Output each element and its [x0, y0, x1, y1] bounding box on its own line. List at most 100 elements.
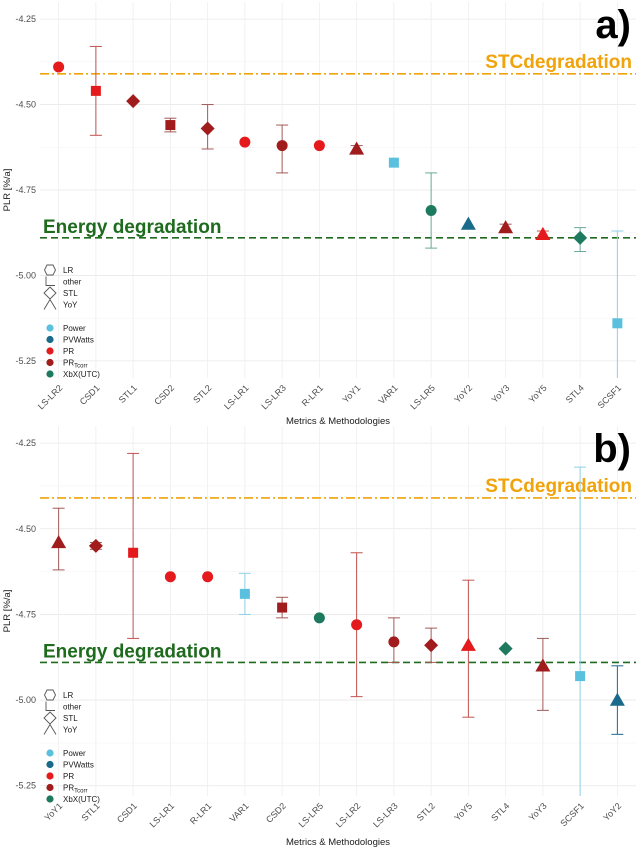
y-tick-label: -5.00	[15, 695, 36, 705]
data-point	[128, 547, 139, 558]
data-point	[88, 538, 103, 553]
legend-metric-swatch	[46, 358, 54, 367]
legend-shape-label: STL	[63, 714, 78, 723]
legend-metric-label-text: PVWatts	[63, 761, 94, 770]
data-point	[351, 619, 363, 631]
reference-line-label: STCdegradation	[485, 476, 632, 497]
data-point	[498, 220, 514, 234]
reference-line-label: Energy degradation	[43, 641, 221, 662]
legend-metric-swatch	[46, 324, 54, 332]
y-tick-label: -5.25	[15, 356, 36, 366]
legend-metric-label: Power	[63, 749, 86, 758]
data-point	[460, 637, 476, 651]
data-point	[239, 588, 250, 599]
data-point	[165, 120, 176, 131]
plot-area	[40, 426, 636, 796]
legend-shape-key	[43, 689, 57, 701]
legend-shape-label: YoY	[63, 726, 78, 735]
x-axis-title: Metrics & Methodologies	[286, 837, 390, 848]
legend-metric-label-text: XbX(UTC)	[63, 795, 100, 804]
y-tick-label: -4.25	[15, 14, 36, 24]
legend-metric-swatch	[46, 783, 54, 792]
data-point	[575, 671, 586, 682]
legend-metric-swatch	[46, 760, 54, 769]
reference-line-label: Energy degradation	[43, 217, 221, 238]
legend-metric-label: XbX(UTC)	[63, 370, 100, 379]
legend-metric-label-text: Power	[63, 324, 86, 333]
data-point	[53, 61, 65, 73]
legend-metric-label: PR	[63, 347, 74, 356]
data-point	[388, 157, 399, 168]
legend-metric-label-text: Power	[63, 749, 86, 758]
legend-metric-label-subscript: Tcorr	[74, 789, 87, 795]
data-point	[349, 141, 365, 155]
y-tick-label: -4.25	[15, 438, 36, 448]
data-point	[90, 85, 101, 96]
legend-metric-swatch	[46, 335, 54, 344]
legend-metric-label: PR	[63, 772, 74, 781]
legend-metric-swatch	[46, 795, 54, 803]
legend-shape-label: other	[63, 278, 82, 287]
legend-metric-label-text: PR	[63, 784, 74, 793]
legend-shape-key	[43, 723, 57, 735]
panel-label: a)	[595, 3, 631, 47]
data-point	[388, 636, 400, 648]
data-point	[164, 571, 176, 583]
y-axis-title: PLR [%/a]	[2, 169, 13, 212]
legend-metric-label-text: XbX(UTC)	[63, 370, 100, 379]
data-point	[612, 318, 623, 329]
data-point	[276, 140, 288, 152]
legend-shape-key	[45, 276, 55, 286]
legend-shape-label: STL	[63, 289, 78, 298]
data-point	[239, 136, 251, 148]
y-tick-label: -5.00	[15, 270, 36, 280]
legend-metric-label-text: PVWatts	[63, 336, 94, 345]
legend-metric-label-text: PR	[63, 359, 74, 368]
data-point	[424, 638, 439, 653]
legend-shape-key	[43, 264, 57, 276]
y-tick-label: -4.50	[15, 524, 36, 534]
reference-line-label: STCdegradation	[485, 52, 632, 73]
legend-metric-label: PRTcorr	[63, 359, 87, 370]
data-point	[200, 121, 215, 136]
legend-shape-label: LR	[63, 691, 73, 700]
legend-shape-label: other	[63, 703, 82, 712]
legend-metric-swatch	[46, 772, 54, 780]
data-point	[202, 571, 214, 583]
legend-metric-swatch	[46, 749, 54, 757]
legend-metric-label: PVWatts	[63, 761, 94, 770]
data-point	[573, 230, 588, 245]
data-point	[460, 216, 476, 230]
legend-metric-label-subscript: Tcorr	[74, 364, 87, 370]
legend-shape-key	[43, 298, 57, 310]
data-point	[535, 658, 551, 672]
y-tick-label: -5.25	[15, 781, 36, 791]
y-tick-label: -4.75	[15, 185, 36, 195]
legend-shape-key	[45, 701, 55, 711]
y-tick-label: -4.75	[15, 609, 36, 619]
data-point	[609, 692, 625, 706]
legend-metric-swatch	[46, 347, 54, 355]
data-point	[535, 226, 551, 241]
legend-metric-label-text: PR	[63, 772, 74, 781]
data-point	[425, 205, 437, 217]
legend-metric-label: Power	[63, 324, 86, 333]
data-point	[313, 612, 325, 624]
legend-shape-label: YoY	[63, 301, 78, 310]
data-point	[277, 602, 288, 613]
legend-shape-label: LR	[63, 266, 73, 275]
legend-metric-label: XbX(UTC)	[63, 795, 100, 804]
data-point	[51, 534, 67, 549]
legend-metric-swatch	[46, 370, 54, 378]
data-point	[126, 94, 141, 109]
data-point	[498, 641, 513, 656]
legend-metric-label: PVWatts	[63, 336, 94, 345]
y-tick-label: -4.50	[15, 100, 36, 110]
x-axis-title: Metrics & Methodologies	[286, 416, 390, 427]
data-point	[313, 140, 325, 152]
legend-metric-label-text: PR	[63, 347, 74, 356]
y-axis-title: PLR [%/a]	[2, 590, 13, 633]
